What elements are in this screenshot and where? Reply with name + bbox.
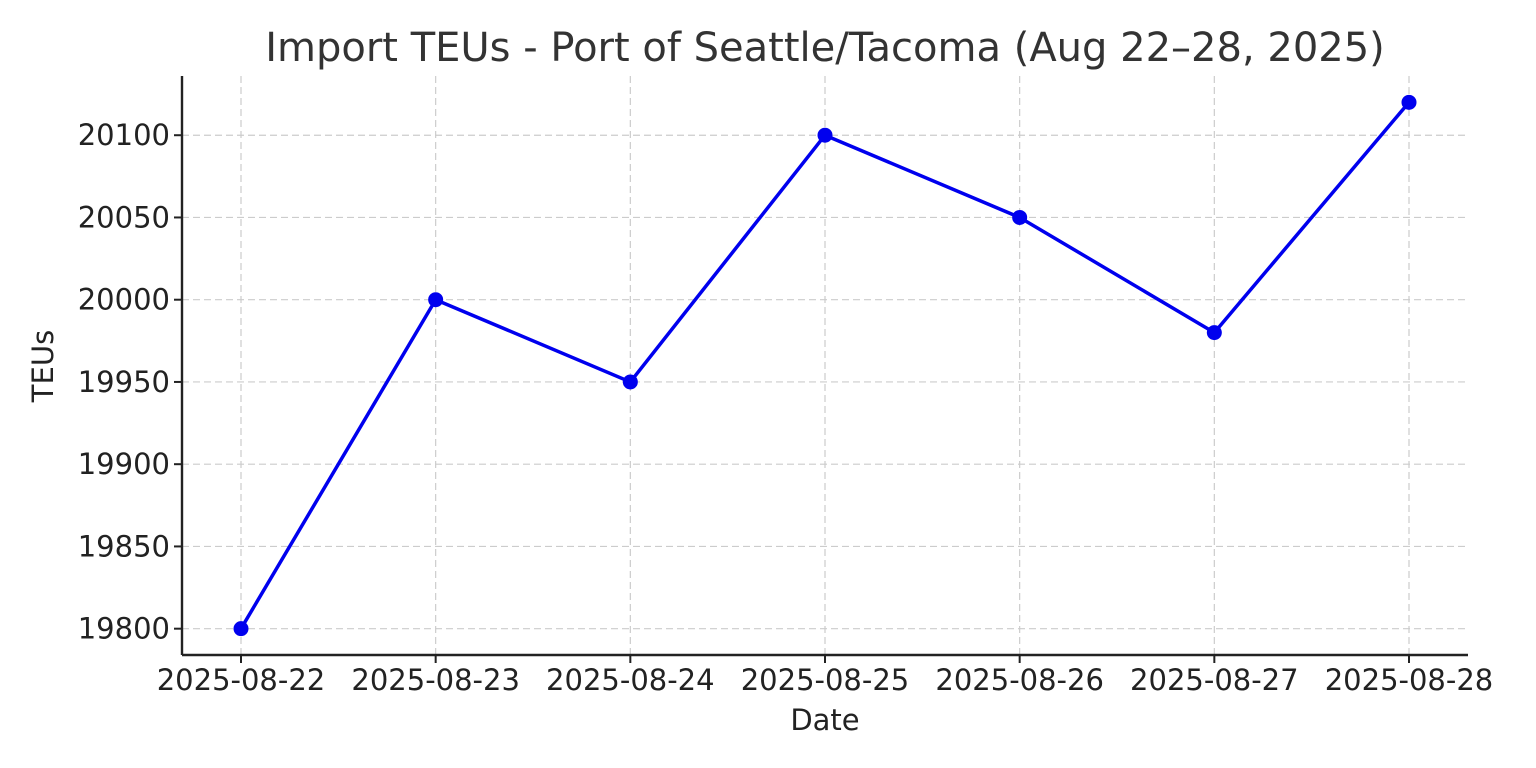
y-tick-label: 19800 bbox=[78, 612, 170, 646]
data-point bbox=[428, 292, 444, 308]
x-tick-label: 2025-08-27 bbox=[1130, 663, 1299, 697]
y-tick-label: 20100 bbox=[78, 118, 170, 152]
y-tick-label: 20000 bbox=[78, 283, 170, 317]
y-tick-label: 19850 bbox=[78, 529, 170, 563]
x-tick-label: 2025-08-24 bbox=[546, 663, 715, 697]
tick-marks bbox=[174, 134, 1410, 663]
gridlines bbox=[182, 76, 1468, 655]
y-tick-label: 19950 bbox=[78, 365, 170, 399]
data-point bbox=[1401, 94, 1417, 110]
data-series bbox=[233, 94, 1417, 637]
data-point bbox=[233, 621, 249, 637]
x-tick-label: 2025-08-22 bbox=[157, 663, 326, 697]
data-point bbox=[1012, 209, 1028, 225]
data-point bbox=[1206, 325, 1222, 341]
y-tick-labels: 19800 19850 19900 19950 20000 20050 20100 bbox=[78, 118, 170, 645]
x-tick-label: 2025-08-23 bbox=[351, 663, 520, 697]
y-tick-label: 19900 bbox=[78, 447, 170, 481]
chart-title: Import TEUs - Port of Seattle/Tacoma (Au… bbox=[265, 25, 1385, 71]
y-axis-label: TEUs bbox=[26, 330, 60, 403]
x-tick-label: 2025-08-25 bbox=[741, 663, 910, 697]
y-tick-label: 20050 bbox=[78, 200, 170, 234]
x-tick-label: 2025-08-26 bbox=[935, 663, 1104, 697]
x-tick-labels: 2025-08-22 2025-08-23 2025-08-24 2025-08-25… bbox=[157, 663, 1494, 697]
data-point bbox=[817, 127, 833, 143]
x-tick-label: 2025-08-28 bbox=[1325, 663, 1494, 697]
data-point bbox=[622, 374, 638, 390]
x-axis-label: Date bbox=[790, 703, 859, 737]
